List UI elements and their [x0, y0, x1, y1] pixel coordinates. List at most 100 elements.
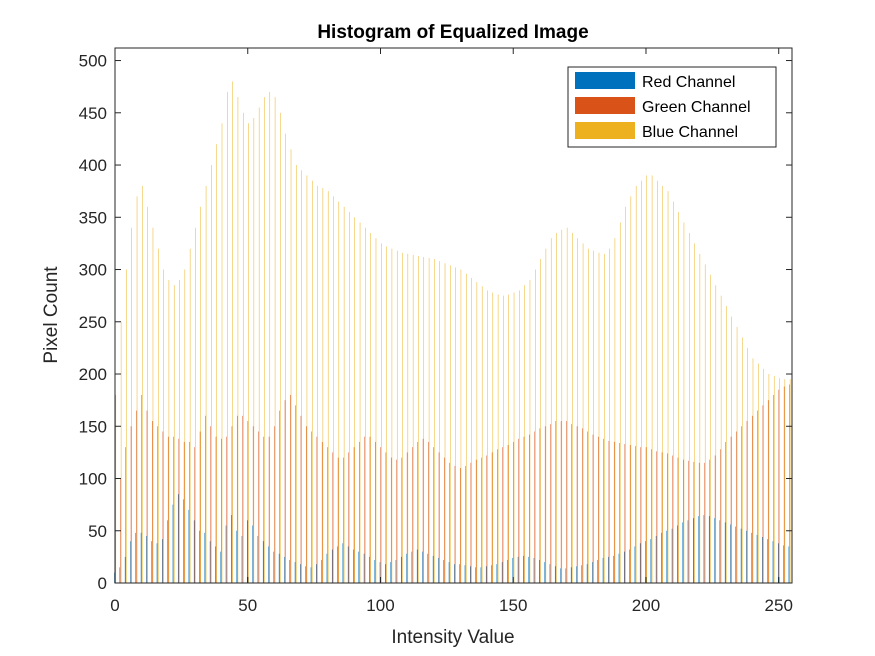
bar-blue-110 [407, 253, 409, 583]
bar-red-216 [687, 520, 689, 583]
bar-green-236 [741, 426, 742, 583]
bar-red-30 [193, 520, 195, 583]
bar-green-238 [746, 421, 748, 583]
bar-green-56 [263, 436, 265, 583]
bar-red-64 [284, 556, 285, 583]
bar-blue-212 [678, 212, 679, 584]
bar-green-60 [274, 426, 275, 583]
bar-red-106 [395, 560, 397, 583]
bar-green-240 [752, 415, 753, 583]
bar-blue-10 [142, 185, 143, 583]
bar-green-120 [433, 447, 434, 583]
y-tick-label-400: 400 [79, 156, 107, 175]
bar-green-146 [502, 447, 503, 583]
bar-red-56 [262, 541, 264, 583]
bar-red-184 [602, 557, 604, 583]
bar-blue-172 [572, 232, 573, 583]
bar-blue-90 [354, 217, 355, 583]
bar-red-152 [517, 556, 519, 583]
bar-blue-24 [179, 279, 180, 583]
bar-blue-200 [646, 175, 648, 584]
bar-red-172 [570, 567, 572, 583]
bar-red-62 [278, 553, 280, 583]
bar-red-78 [321, 560, 322, 583]
bar-blue-82 [333, 196, 334, 583]
bar-blue-168 [561, 229, 563, 583]
bar-green-74 [311, 431, 312, 583]
bar-red-206 [661, 532, 662, 583]
y-tick-label-150: 150 [79, 417, 107, 436]
bar-green-44 [231, 426, 233, 583]
bar-blue-188 [614, 238, 616, 583]
bar-green-174 [576, 426, 578, 583]
axes-box [114, 47, 793, 584]
bar-blue-26 [184, 269, 186, 583]
bar-blue-38 [216, 144, 217, 583]
x-tick-label-0: 0 [110, 596, 119, 615]
bar-blue-146 [503, 295, 504, 583]
y-tick-label-100: 100 [79, 470, 107, 489]
bar-green-230 [725, 441, 726, 583]
bar-green-138 [481, 457, 482, 583]
bar-red-244 [762, 537, 763, 583]
bar-red-6 [130, 541, 131, 583]
bar-red-168 [560, 568, 561, 583]
bar-green-170 [566, 421, 567, 583]
bar-green-28 [189, 441, 190, 583]
bar-blue-234 [736, 326, 738, 583]
chart-title: Histogram of Equalized Image [317, 22, 588, 43]
bar-blue-4 [126, 269, 127, 583]
legend: Red Channel Green Channel Blue Channel [567, 66, 777, 148]
bar-green-76 [316, 436, 318, 583]
bar-green-112 [412, 447, 413, 583]
bar-blue-72 [306, 175, 308, 584]
bar-red-180 [592, 562, 593, 583]
bar-green-106 [396, 459, 397, 583]
bar-blue-2 [120, 321, 122, 583]
bar-green-86 [343, 457, 344, 583]
bar-blue-150 [513, 292, 515, 583]
axes-layer [114, 47, 793, 584]
bar-red-100 [379, 562, 381, 583]
bar-red-48 [241, 535, 243, 583]
bar-blue-92 [359, 222, 361, 583]
bar-green-176 [582, 428, 583, 583]
bar-red-138 [480, 567, 482, 583]
bar-green-42 [226, 436, 227, 583]
bar-blue-70 [301, 170, 302, 583]
bar-green-234 [736, 431, 737, 583]
bar-red-40 [220, 551, 221, 583]
bar-green-166 [555, 421, 557, 583]
bar-green-38 [215, 436, 217, 583]
bar-blue-56 [264, 97, 265, 584]
bar-green-178 [587, 431, 588, 583]
bar-red-212 [677, 525, 678, 583]
bar-green-50 [247, 421, 249, 583]
bar-red-92 [358, 551, 359, 583]
bar-red-164 [549, 564, 551, 583]
bar-blue-112 [412, 254, 414, 583]
bar-red-4 [124, 556, 126, 583]
bar-red-126 [448, 562, 450, 583]
x-tick-label-150: 150 [499, 596, 527, 615]
bar-green-200 [645, 447, 647, 583]
bar-red-252 [783, 545, 784, 583]
bar-red-120 [432, 555, 434, 583]
bar-blue-174 [577, 238, 578, 583]
bar-green-140 [486, 455, 488, 583]
bar-green-214 [683, 459, 684, 583]
bar-green-64 [284, 400, 286, 583]
bar-blue-64 [285, 133, 286, 583]
bar-red-36 [209, 541, 211, 583]
bar-green-150 [513, 441, 514, 583]
bar-blue-164 [550, 238, 552, 583]
bar-green-98 [375, 441, 376, 583]
bar-blue-226 [715, 285, 717, 583]
bar-red-130 [459, 564, 460, 583]
bar-green-208 [667, 453, 668, 583]
bar-red-236 [740, 528, 742, 583]
bar-red-202 [650, 539, 652, 583]
bar-red-240 [751, 532, 752, 583]
bar-blue-36 [211, 165, 212, 583]
